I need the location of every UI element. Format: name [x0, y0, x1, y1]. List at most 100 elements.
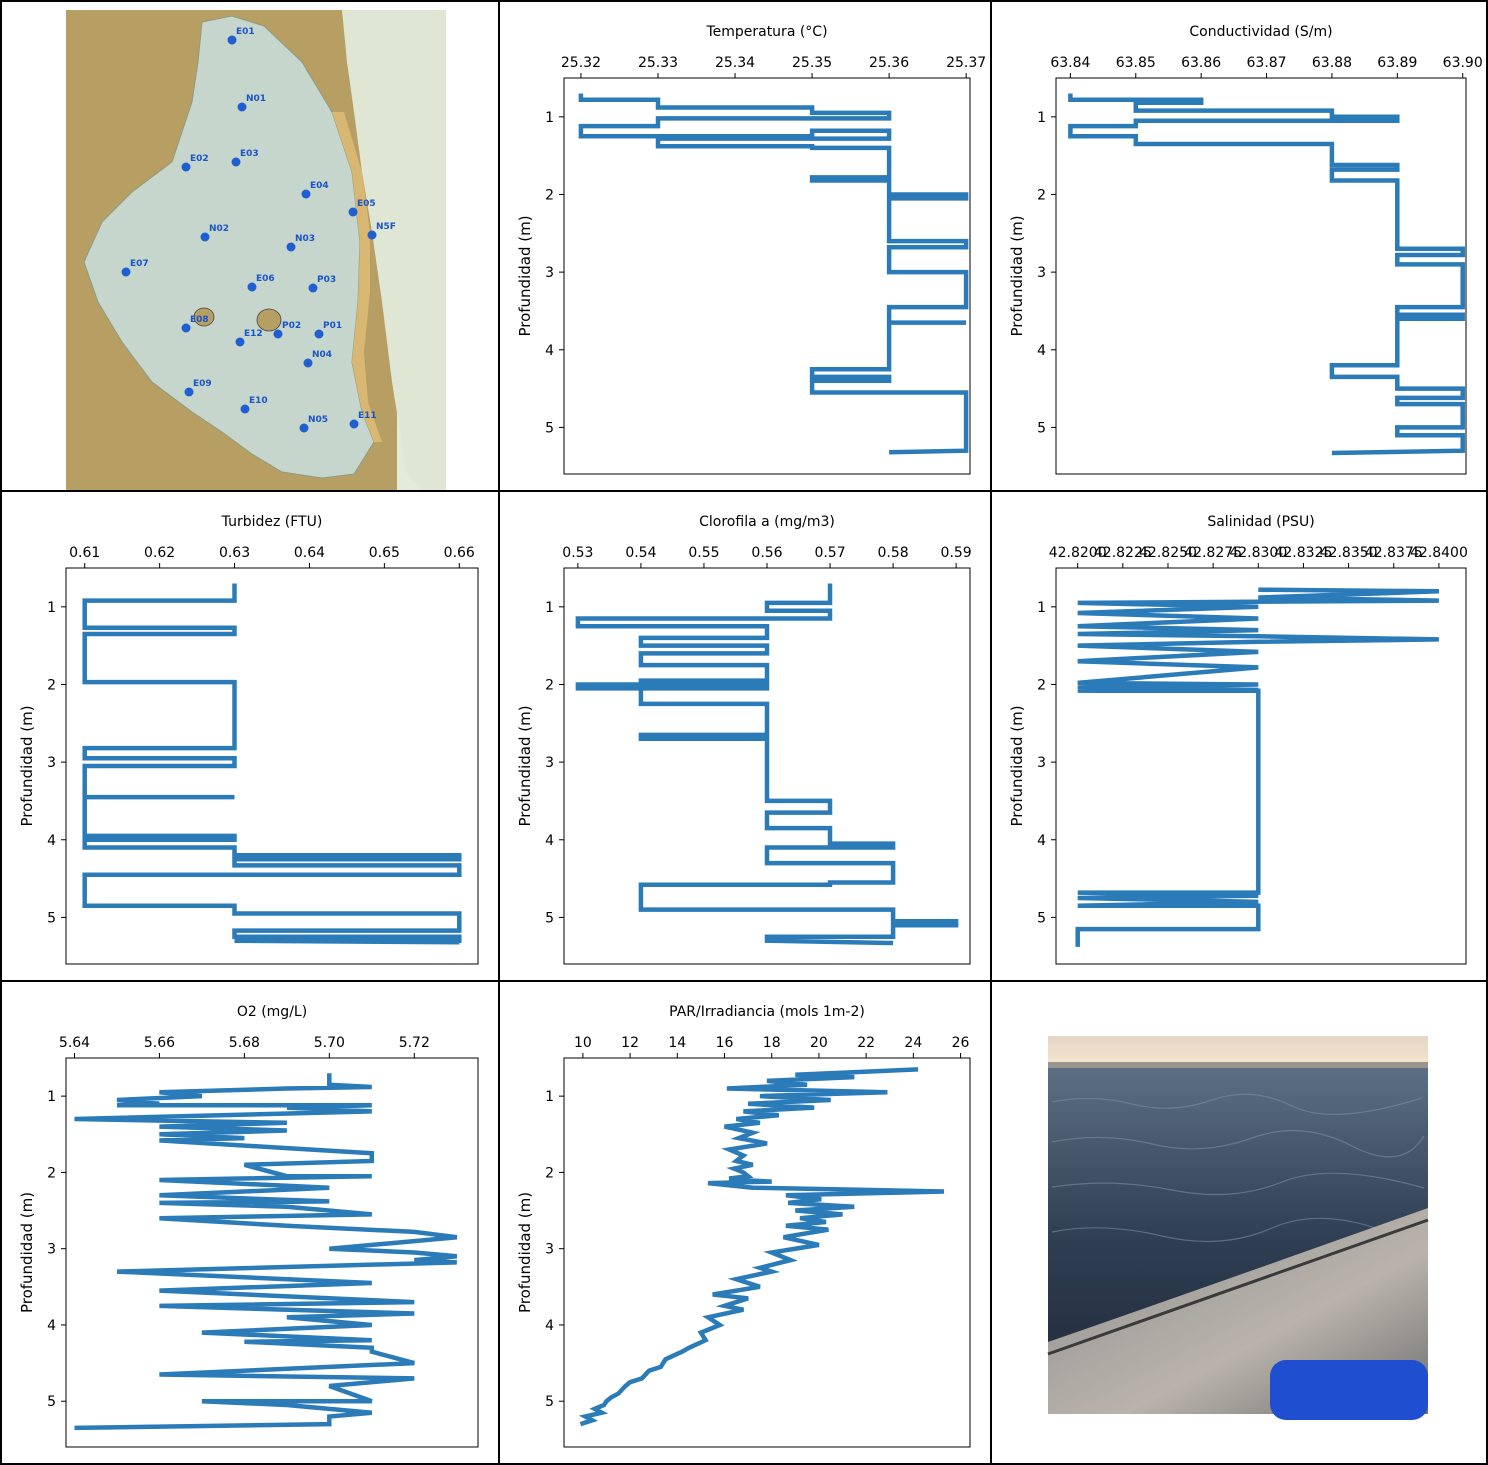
map-sandbar — [332, 112, 382, 442]
x-tick-label: 42.8350 — [1320, 545, 1378, 561]
map-sea — [342, 10, 446, 490]
x-tick-label: 42.8300 — [1229, 545, 1287, 561]
station-label: N04 — [312, 350, 332, 360]
station-label: N5F — [376, 222, 396, 232]
station-marker-n03 — [286, 242, 296, 252]
y-tick-label: 1 — [1037, 110, 1046, 126]
chart-title: Turbidez (FTU) — [221, 514, 323, 530]
x-tick-label: 5.72 — [399, 1035, 430, 1051]
profile-line — [1068, 93, 1465, 456]
y-tick-label: 3 — [545, 1242, 554, 1258]
x-tick-label: 24 — [904, 1035, 922, 1051]
station-marker-e06 — [247, 282, 257, 292]
profile-line — [578, 93, 969, 455]
x-tick-label: 5.68 — [229, 1035, 260, 1051]
x-tick-label: 12 — [621, 1035, 639, 1051]
y-tick-label: 4 — [1037, 833, 1046, 849]
y-tick-label: 5 — [1037, 910, 1046, 926]
y-tick-label: 1 — [47, 600, 56, 616]
station-label: N05 — [308, 415, 328, 425]
y-tick-label: 4 — [545, 833, 554, 849]
station-label: E11 — [358, 411, 377, 421]
y-tick-label: 1 — [1037, 600, 1046, 616]
x-tick-label: 22 — [857, 1035, 875, 1051]
y-tick-label: 2 — [1037, 187, 1046, 203]
x-tick-label: 0.65 — [369, 545, 400, 561]
chart-turbidez: Turbidez (FTU) 0.61 0.62 0.63 0.64 0.65 0.66 1 2… — [18, 514, 479, 965]
station-label: E09 — [193, 379, 212, 389]
panel-conductividad: Conductividad (S/m) 63.84 63.85 63.86 63.87 6… — [990, 0, 1488, 492]
chart-title: Salinidad (PSU) — [1207, 514, 1314, 530]
x-tick-label: 5.70 — [314, 1035, 345, 1051]
x-tick-label: 20 — [810, 1035, 828, 1051]
y-tick-label: 5 — [1037, 420, 1046, 436]
station-label: E01 — [236, 27, 255, 37]
y-tick-label: 2 — [545, 187, 554, 203]
station-marker-e07 — [121, 267, 131, 277]
x-tick-label: 16 — [716, 1035, 734, 1051]
profile-line — [575, 583, 959, 946]
x-tick-label: 25.33 — [638, 55, 678, 71]
station-label: E10 — [249, 396, 268, 406]
y-tick-label: 4 — [545, 343, 554, 359]
y-tick-label: 1 — [545, 600, 554, 616]
photo-waves — [1051, 1093, 1425, 1243]
chart-conductividad: Conductividad (S/m) 63.84 63.85 63.86 63.87 6… — [1008, 24, 1483, 475]
y-tick-label: 1 — [47, 1089, 56, 1105]
station-label: E05 — [357, 199, 376, 209]
x-tick-label: 42.8325 — [1274, 545, 1332, 561]
x-tick-label: 63.90 — [1443, 55, 1483, 71]
station-marker-e03 — [231, 157, 241, 167]
x-tick-label: 14 — [668, 1035, 686, 1051]
y-tick-label: 2 — [545, 1165, 554, 1181]
station-label: P03 — [317, 275, 336, 285]
x-tick-label: 25.32 — [561, 55, 601, 71]
x-tick-label: 5.64 — [59, 1035, 90, 1051]
chart-title: PAR/Irradiancia (mols 1m-2) — [669, 1004, 865, 1020]
x-tick-label: 42.8375 — [1365, 545, 1423, 561]
station-marker-p02 — [273, 329, 283, 339]
chart-title: Conductividad (S/m) — [1189, 24, 1332, 40]
station-label: P01 — [323, 321, 342, 331]
x-tick-label: 0.64 — [294, 545, 325, 561]
x-tick-label: 63.87 — [1247, 55, 1287, 71]
lagoon-map: E01 N01 E02 E03 E04 E05 N5F N02 N03 E07 E06 P03 E08 E… — [66, 10, 446, 490]
station-label: N01 — [246, 94, 266, 104]
chart-par: PAR/Irradiancia (mols 1m-2)10 12 14 16 18 20 2… — [516, 1004, 971, 1448]
x-tick-label: 0.62 — [144, 545, 175, 561]
station-label: E07 — [130, 259, 149, 269]
x-tick-label: 42.8250 — [1139, 545, 1197, 561]
station-marker-e02 — [181, 162, 191, 172]
x-tick-label: 63.89 — [1377, 55, 1417, 71]
map-island-2 — [256, 308, 282, 332]
x-tick-label: 63.86 — [1181, 55, 1221, 71]
x-tick-label: 0.61 — [69, 545, 100, 561]
x-tick-label: 63.84 — [1050, 55, 1090, 71]
profile-line — [74, 1073, 458, 1431]
x-tick-label: 42.8275 — [1184, 545, 1242, 561]
station-marker-e12 — [235, 337, 245, 347]
station-marker-e08 — [181, 323, 191, 333]
chart-title: Clorofila a (mg/m3) — [699, 514, 835, 530]
plot-area — [563, 77, 971, 475]
station-label: E06 — [256, 274, 275, 284]
x-tick-label: 63.85 — [1116, 55, 1156, 71]
x-tick-label: 25.36 — [869, 55, 909, 71]
y-tick-label: 5 — [545, 420, 554, 436]
profile-line — [578, 1067, 945, 1427]
x-tick-label: 42.8200 — [1049, 545, 1107, 561]
panel-temperatura: Temperatura (°C) 25.32 25.33 25.34 25.35 25.3… — [498, 0, 992, 492]
station-label: P02 — [282, 321, 301, 331]
x-tick-label: 25.37 — [946, 55, 986, 71]
y-tick-label: 2 — [545, 677, 554, 693]
station-marker-n02 — [200, 232, 210, 242]
station-label: E03 — [240, 149, 259, 159]
x-tick-label: 0.57 — [814, 545, 845, 561]
x-tick-label: 0.63 — [219, 545, 250, 561]
station-marker-e01 — [227, 35, 237, 45]
y-tick-label: 5 — [47, 910, 56, 926]
station-marker-e05 — [348, 207, 358, 217]
x-tick-label: 0.55 — [688, 545, 719, 561]
chart-temperatura: Temperatura (°C) 25.32 25.33 25.34 25.35 25.3… — [516, 24, 986, 475]
map-island-1 — [193, 307, 215, 327]
